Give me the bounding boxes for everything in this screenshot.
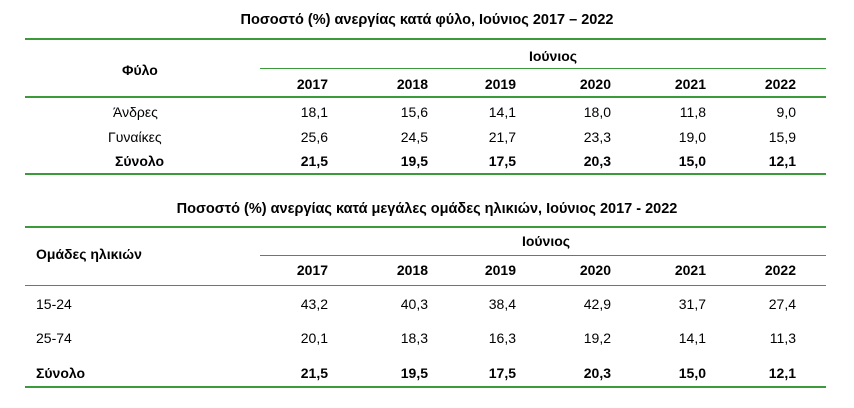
- table1-row-header: Φύλο: [122, 62, 158, 78]
- table2-row-label: 15-24: [36, 296, 72, 312]
- table1-year-header: 2020: [579, 76, 611, 92]
- table2-cell: 43,2: [300, 296, 328, 312]
- table2-cell: 11,3: [769, 330, 796, 346]
- table1-row-label: Άνδρες: [113, 104, 158, 120]
- table1-year-header: 2017: [296, 76, 328, 92]
- table1-cell: 18,1: [300, 104, 328, 120]
- table1-bottom-rule: [25, 173, 826, 175]
- table1-cell: 14,1: [488, 104, 516, 120]
- table1-total-cell: 15,0: [678, 153, 706, 169]
- table2-cell: 20,1: [300, 330, 328, 346]
- table2-cell: 42,9: [583, 296, 611, 312]
- table2-header-rule: [25, 285, 826, 286]
- table2-total-cell: 15,0: [678, 365, 706, 381]
- table1-total-cell: 20,3: [583, 153, 611, 169]
- table2-year-header: 2020: [579, 262, 611, 278]
- table2-cell: 18,3: [400, 330, 428, 346]
- table1-total-cell: 21,5: [300, 153, 328, 169]
- table2-title: Ποσοστό (%) ανεργίας κατά μεγάλες ομάδες…: [176, 201, 678, 217]
- table2-year-header: 2022: [764, 262, 796, 278]
- table2-cell: 38,4: [488, 296, 516, 312]
- table1-year-header: 2018: [396, 76, 428, 92]
- table1-year-header: 2021: [674, 76, 706, 92]
- table1-cell: 21,7: [488, 129, 516, 145]
- table2-total-cell: 19,5: [400, 365, 428, 381]
- table1-cell: 11,8: [679, 104, 706, 120]
- table1-cell: 23,3: [583, 129, 611, 145]
- table2-year-header: 2019: [484, 262, 516, 278]
- table2-cell: 27,4: [768, 296, 796, 312]
- table1-cell: 15,6: [400, 104, 428, 120]
- table1-year-header: 2019: [484, 76, 516, 92]
- table1-title: Ποσοστό (%) ανεργίας κατά φύλο, Ιούνιος …: [240, 12, 614, 28]
- table2-cell: 14,1: [678, 330, 706, 346]
- table2-total-label: Σύνολο: [36, 365, 86, 381]
- table2-total-cell: 21,5: [300, 365, 328, 381]
- table1-cell: 19,0: [678, 129, 706, 145]
- table1-cell: 9,0: [776, 104, 796, 120]
- table2-group-rule: [260, 255, 826, 256]
- table1-row-label: Γυναίκες: [108, 129, 162, 145]
- table1-year-header: 2022: [764, 76, 796, 92]
- table2-group-header: Ιούνιος: [521, 233, 571, 249]
- table1-top-rule: [25, 38, 826, 40]
- table1-cell: 24,5: [400, 129, 428, 145]
- table1-total-cell: 19,5: [400, 153, 428, 169]
- table1-cell: 18,0: [583, 104, 611, 120]
- table1-cell: 15,9: [768, 129, 796, 145]
- table2-total-cell: 17,5: [488, 365, 516, 381]
- table2-cell: 31,7: [678, 296, 706, 312]
- table2-total-cell: 20,3: [583, 365, 611, 381]
- table2-year-header: 2021: [674, 262, 706, 278]
- table2-row-label: 25-74: [36, 330, 72, 346]
- table2-top-rule: [25, 226, 826, 228]
- table2-cell: 40,3: [400, 296, 428, 312]
- table2-year-header: 2018: [396, 262, 428, 278]
- table1-cell: 25,6: [300, 129, 328, 145]
- table1-group-rule: [260, 68, 826, 69]
- table2-bottom-rule: [25, 386, 826, 388]
- table2-row-header: Ομάδες ηλικιών: [36, 246, 142, 262]
- table2-cell: 16,3: [488, 330, 516, 346]
- table1-total-cell: 17,5: [488, 153, 516, 169]
- table1-total-label: Σύνολο: [115, 153, 165, 169]
- table1-header-rule: [25, 96, 826, 98]
- table2-total-cell: 12,1: [768, 365, 796, 381]
- table2-cell: 19,2: [583, 330, 611, 346]
- table1-group-header: Ιούνιος: [528, 48, 578, 64]
- table1-total-cell: 12,1: [768, 153, 796, 169]
- table2-year-header: 2017: [296, 262, 328, 278]
